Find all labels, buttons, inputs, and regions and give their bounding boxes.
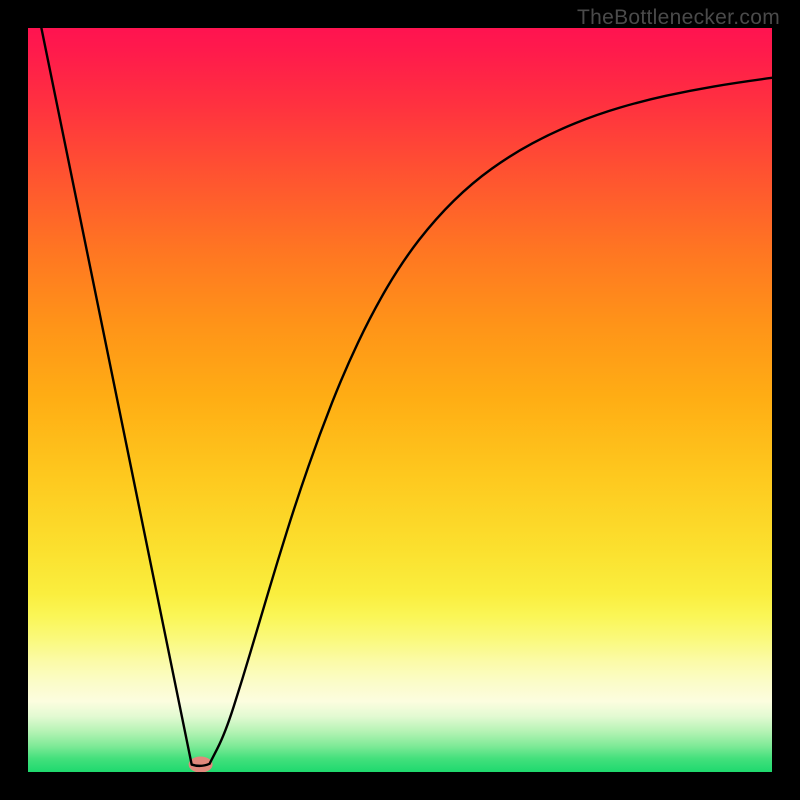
plot-background-gradient — [28, 28, 772, 772]
bottleneck-curve-chart — [28, 28, 772, 772]
chart-container: TheBottlenecker.com — [0, 0, 800, 800]
attribution-label: TheBottlenecker.com — [577, 6, 780, 30]
